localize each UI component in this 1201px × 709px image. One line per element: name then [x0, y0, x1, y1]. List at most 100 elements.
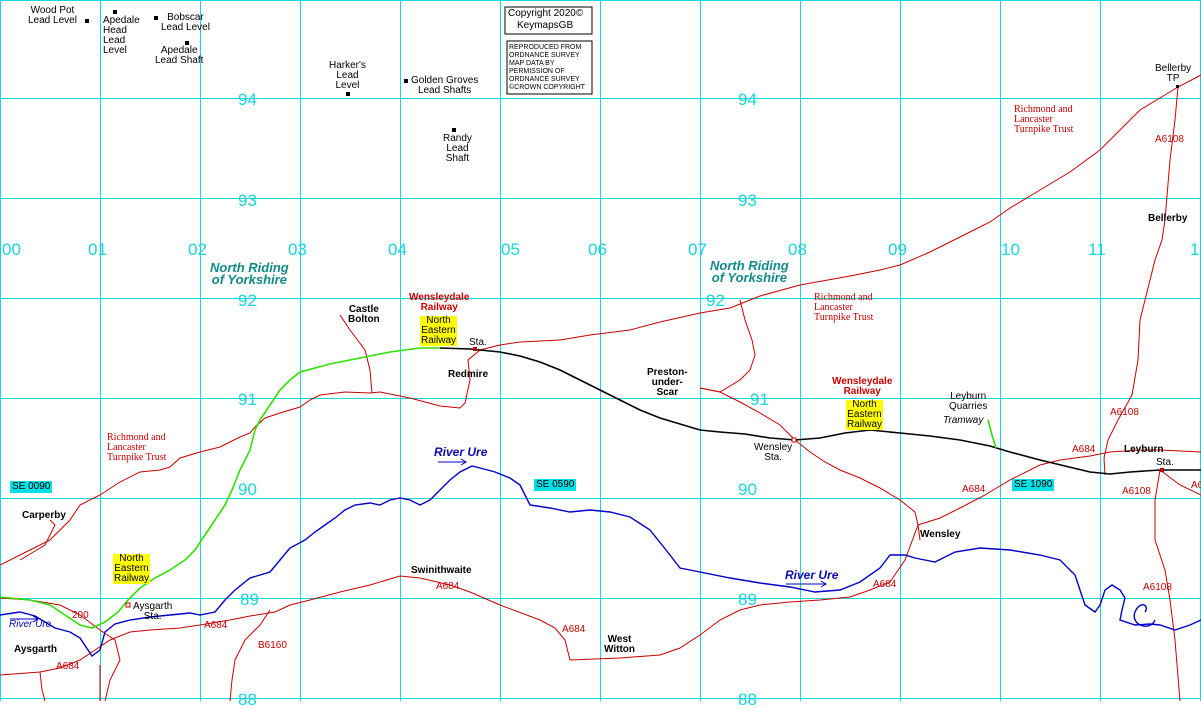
grid-northing-label: 88 [738, 690, 757, 709]
road-a6108-label-s: A6108 [1143, 582, 1172, 593]
os-notice: REPRODUCED FROM ORDNANCE SURVEY MAP DATA… [509, 44, 585, 91]
road-b6160 [229, 609, 271, 701]
tramway-label: Tramway [943, 415, 984, 426]
grid-easting-label: 10 [1001, 240, 1020, 259]
golden-groves-label: Golden Groves Lead Shafts [411, 75, 479, 96]
road-castle-bolton [339, 314, 373, 394]
road-a684-label-aysgarth-e: A684 [204, 620, 228, 631]
river-label-east: River Ure [785, 568, 839, 582]
river-arrow-east [786, 580, 827, 588]
road-a6108-label-mid: A6108 [1110, 407, 1139, 418]
turnpike-label-west: Richmond and Lancaster Turnpike Trust [107, 432, 167, 463]
grid-northing-label: 94 [238, 90, 257, 109]
ner-label-wensley: North Eastern Railway [846, 399, 884, 430]
redmire-station-marker [473, 347, 477, 351]
grid-easting-label: 11 [1088, 240, 1106, 259]
road-a684-label-swinithwaite: A684 [436, 581, 460, 592]
grid-easting-label: 06 [588, 240, 607, 259]
grid-easting-label: 03 [288, 240, 307, 259]
turnpike-label-centre: Richmond and Lancaster Turnpike Trust [814, 292, 874, 323]
road-a6108-north [1103, 86, 1179, 476]
wood-pot-label: Wood Pot Lead Level [28, 5, 77, 26]
copyright-line2: KeymapsGB [517, 20, 574, 31]
grid-northing-label: 92 [706, 291, 725, 310]
grid-northing-label: 89 [738, 590, 757, 609]
turnpike-label-ne: Richmond and Lancaster Turnpike Trust [1014, 104, 1074, 135]
road-leyburn-east [1159, 469, 1201, 496]
road-a6-label: A6 [1191, 480, 1201, 491]
wood-pot-marker [85, 19, 89, 23]
preston-label: Preston- under- Scar [647, 367, 688, 398]
aysgarth-label: Aysgarth [14, 644, 57, 655]
road-a684-west [0, 524, 919, 676]
grid-easting-label: 09 [888, 240, 907, 259]
grid-ref-se1090: SE 1090 [1012, 479, 1055, 491]
road-b6160-label: B6160 [258, 640, 287, 651]
road-a684-label-east: A684 [873, 579, 897, 590]
wensleydale-railway-label-east: Wensleydale Railway [832, 376, 893, 397]
apedale-shaft-marker [185, 41, 189, 45]
road-network [0, 74, 1201, 701]
road-a684-label-wensley-w: A684 [962, 484, 986, 495]
road-a6108-label-n: A6108 [1155, 134, 1184, 145]
tramway-line [987, 419, 997, 449]
road-a684-label-leyburn: A684 [1072, 444, 1096, 455]
railway-line-green [0, 347, 440, 629]
redmire-label: Redmire [448, 369, 489, 380]
randy-label: Randy Lead Shaft [443, 133, 472, 164]
river-label-centre: River Ure [434, 445, 488, 459]
road-wensley-preston [699, 299, 756, 393]
river-label-west: River Ure [9, 619, 52, 630]
grid-easting-label: 00 [2, 240, 21, 259]
river-arrow-centre [438, 458, 467, 466]
grid-northing-label: 93 [738, 191, 757, 210]
bellerby-tp-marker [1176, 85, 1179, 88]
grid-northing-label: 92 [238, 291, 257, 310]
grid-easting-label: 01 [88, 240, 107, 259]
road-carperby-north [19, 519, 56, 561]
road-a684-label-aysgarth: A684 [56, 661, 80, 672]
copyright-line1: Copyright 2020© [508, 8, 584, 19]
grid-northing-label: 94 [738, 90, 757, 109]
wensley-station-marker [791, 437, 797, 443]
aysgarth-sta-label: Aysgarth Sta. [133, 601, 173, 622]
grid-northing-label: 91 [238, 390, 257, 409]
harkers-marker [346, 92, 350, 96]
os-notice-box [506, 40, 593, 95]
apedale-shaft-label: Apedale Lead Shaft [155, 45, 204, 66]
redmire-sta-label: Sta. [469, 337, 487, 348]
road-preston-wensley-sta [699, 387, 796, 441]
swinithwaite-label: Swinithwaite [411, 565, 472, 576]
ner-label-redmire: North Eastern Railway [420, 315, 458, 346]
grid-northing-label: 91 [750, 390, 769, 409]
leyburn-label: Leyburn [1124, 444, 1164, 455]
wensleydale-railway-label-west: Wensleydale Railway [409, 292, 470, 313]
turnpike-road [0, 74, 1201, 566]
wensley-sta-label: Wensley Sta. [754, 442, 793, 463]
road-wensley-leyburn [794, 439, 919, 526]
grid-easting-label: 07 [688, 240, 707, 259]
leyburn-sta-label: Sta. [1156, 457, 1174, 468]
leyburn-quarries-label: Leyburn Quarries [949, 391, 988, 412]
railway-line-black [439, 347, 1201, 475]
grid-northing-label: 88 [238, 690, 257, 709]
randy-marker [452, 128, 456, 132]
grid-northing-label: 90 [738, 480, 757, 499]
road-200-label: 200 [72, 610, 89, 621]
road-aysgarth-north [0, 597, 121, 701]
grid-easting-label: 08 [788, 240, 807, 259]
carperby-label: Carperby [22, 510, 66, 521]
grid-ref-se0590: SE 0590 [534, 479, 577, 491]
ner-label-aysgarth: North Eastern Railway [113, 553, 151, 584]
apedale-head-label: Apedale Head Lead Level [103, 15, 140, 56]
copyright-box [504, 6, 593, 35]
apedale-head-marker [113, 10, 117, 14]
grid-easting-label: 1 [1190, 240, 1200, 259]
county-label-west: North Riding of Yorkshire [210, 260, 289, 287]
west-witton-label: West Witton [604, 634, 636, 655]
road-aysgarth-sw [39, 671, 46, 701]
road-a6108-south [1154, 469, 1181, 701]
golden-groves-marker [404, 79, 408, 83]
grid-northing-label: 90 [238, 480, 257, 499]
grid-easting-label: 02 [188, 240, 207, 259]
